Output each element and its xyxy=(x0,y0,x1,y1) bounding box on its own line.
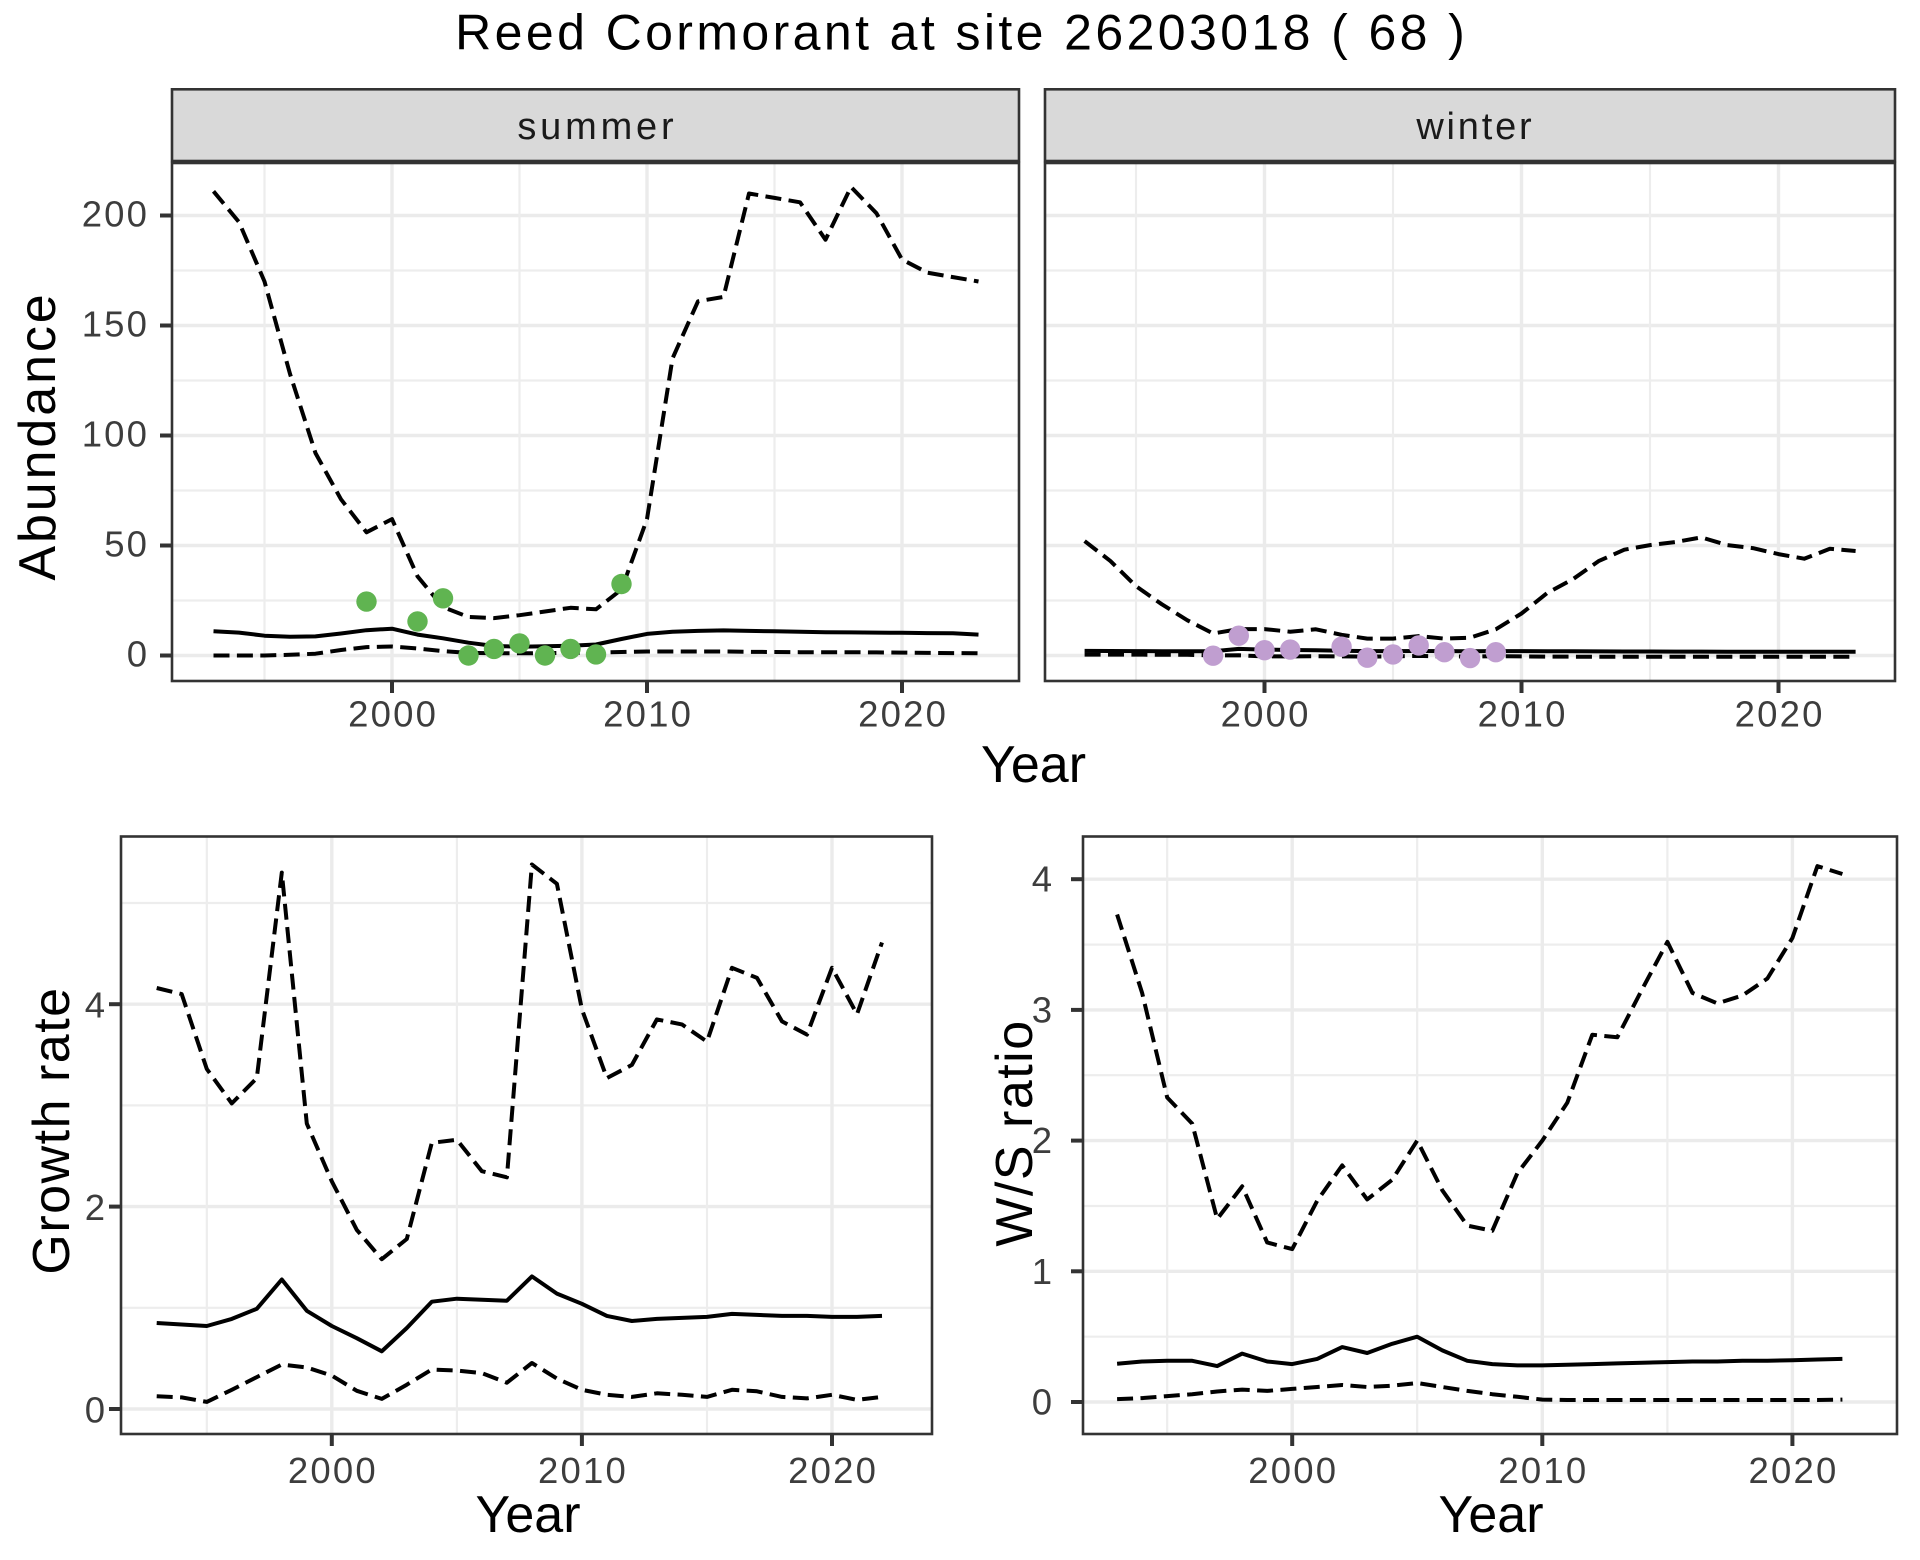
svg-text:2020: 2020 xyxy=(1735,694,1825,735)
svg-text:2010: 2010 xyxy=(1498,1450,1588,1491)
svg-text:Abundance: Abundance xyxy=(9,291,67,580)
svg-text:2000: 2000 xyxy=(1248,1450,1338,1491)
svg-text:2010: 2010 xyxy=(1478,694,1568,735)
svg-text:2010: 2010 xyxy=(603,694,693,735)
svg-text:0: 0 xyxy=(127,633,150,674)
svg-text:2020: 2020 xyxy=(858,694,948,735)
svg-text:W/S ratio: W/S ratio xyxy=(986,1019,1044,1246)
svg-text:2: 2 xyxy=(1032,1120,1052,1161)
svg-text:2000: 2000 xyxy=(1221,694,1311,735)
svg-text:2010: 2010 xyxy=(538,1450,628,1491)
svg-text:2000: 2000 xyxy=(288,1450,378,1491)
svg-text:200: 200 xyxy=(82,193,150,234)
svg-text:3: 3 xyxy=(1032,989,1052,1030)
svg-text:1: 1 xyxy=(1032,1251,1052,1292)
svg-text:Year: Year xyxy=(475,1486,580,1544)
svg-text:2: 2 xyxy=(85,1187,105,1228)
svg-text:Reed Cormorant at site 2620301: Reed Cormorant at site 26203018 ( 68 ) xyxy=(455,5,1468,61)
svg-text:4: 4 xyxy=(85,985,105,1026)
svg-text:Growth rate: Growth rate xyxy=(23,986,81,1274)
svg-text:winter: winter xyxy=(1415,106,1534,148)
svg-text:0: 0 xyxy=(85,1389,105,1430)
svg-text:2020: 2020 xyxy=(788,1450,878,1491)
svg-text:Year: Year xyxy=(981,736,1086,794)
svg-text:Year: Year xyxy=(1438,1486,1543,1544)
svg-text:100: 100 xyxy=(82,413,150,454)
svg-text:summer: summer xyxy=(517,106,677,148)
svg-text:150: 150 xyxy=(82,303,150,344)
svg-text:50: 50 xyxy=(104,523,149,564)
svg-text:4: 4 xyxy=(1032,859,1052,900)
svg-text:2000: 2000 xyxy=(348,694,438,735)
svg-text:0: 0 xyxy=(1032,1382,1052,1423)
svg-text:2020: 2020 xyxy=(1749,1450,1839,1491)
